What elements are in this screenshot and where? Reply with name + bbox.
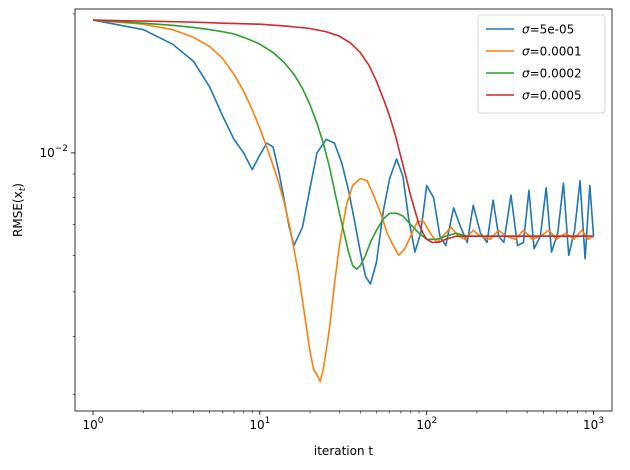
x-tick-label-exp: 2 (431, 416, 437, 426)
series-line-1 (92, 19, 595, 285)
y-tick-label-exp: −2 (55, 144, 68, 154)
y-axis-label-main: RMSE(x (11, 191, 25, 237)
y-axis: 10−2 (39, 13, 75, 395)
x-tick-label-base: 10 (249, 418, 264, 432)
y-axis-label: RMSE(xt) (11, 183, 28, 237)
x-tick-label-base: 10 (82, 418, 97, 432)
x-tick-label-1: 100 (82, 416, 103, 432)
legend-label-2: σ=0.0001 (522, 45, 582, 59)
x-tick-label-base: 10 (416, 418, 431, 432)
y-tick-label-base: 10 (39, 146, 54, 160)
legend-label-symbol: σ (522, 23, 530, 37)
x-axis: 100 101 102 103 (82, 411, 604, 432)
y-tick-label-1: 10−2 (39, 144, 68, 160)
x-tick-label-exp: 1 (265, 416, 271, 426)
legend-label-value: =0.0002 (530, 67, 582, 81)
series-line-3 (92, 19, 594, 270)
legend-label-symbol: σ (522, 67, 530, 81)
x-tick-label-2: 101 (249, 416, 270, 432)
legend-label-value: =0.0005 (530, 89, 582, 103)
x-tick-label-4: 103 (583, 416, 604, 432)
x-tick-label-base: 10 (583, 418, 598, 432)
legend-label-symbol: σ (522, 89, 530, 103)
legend-box (477, 14, 606, 114)
legend-label-1: σ=5e-05 (522, 23, 574, 37)
legend-label-value: =5e-05 (530, 23, 575, 37)
y-axis-label-close: ) (11, 183, 25, 188)
axes-frame (74, 8, 613, 412)
legend-label-value: =0.0001 (530, 45, 582, 59)
series-line-2 (92, 19, 594, 383)
series-line-4 (92, 19, 594, 244)
x-tick-label-3: 102 (416, 416, 437, 432)
x-tick-label-exp: 3 (598, 416, 604, 426)
y-axis-label-sub: t (18, 187, 28, 191)
legend-label-3: σ=0.0002 (522, 67, 582, 81)
x-axis-label: iteration t (314, 444, 374, 458)
legend-label-4: σ=0.0005 (522, 89, 582, 103)
x-tick-label-exp: 0 (98, 416, 104, 426)
legend-label-symbol: σ (522, 45, 530, 59)
plot-area (92, 19, 595, 383)
